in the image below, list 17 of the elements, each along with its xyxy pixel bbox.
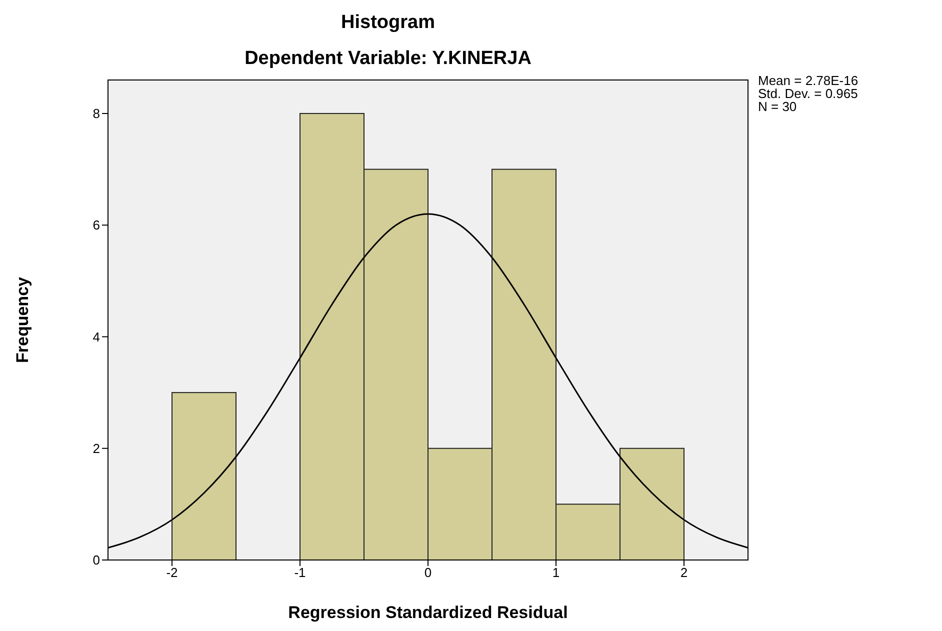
y-tick-label: 8 [92, 106, 100, 122]
chart-title: Histogram [340, 11, 436, 34]
x-axis-title: Regression Standardized Residual [288, 603, 568, 622]
y-tick-label: 0 [92, 552, 100, 568]
x-tick-label: 1 [552, 565, 560, 580]
x-tick-label: 2 [680, 565, 688, 580]
x-tick-label: -2 [166, 565, 178, 580]
x-tick-label: 0 [424, 565, 432, 580]
text: Std. Dev. = 0.965 [758, 86, 858, 101]
text: N = 30 [758, 99, 798, 114]
chart-subtitle: Dependent Variable: Y.KINERJA [244, 48, 532, 70]
text: Mean = 2.78E-16 [758, 73, 858, 88]
y-tick-label: 2 [92, 440, 100, 456]
y-tick-label: 6 [92, 218, 100, 233]
y-tick-label: 4 [92, 329, 100, 344]
y-axis-title: Frequency [13, 277, 33, 363]
x-tick-label: -1 [294, 565, 306, 580]
